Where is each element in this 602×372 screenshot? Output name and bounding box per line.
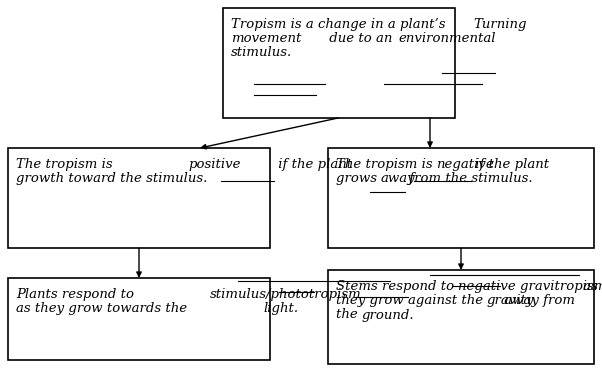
Bar xyxy=(8,278,270,360)
Text: gravity: gravity xyxy=(487,294,535,307)
Text: stimulus/phototropism: stimulus/phototropism xyxy=(210,288,362,301)
Bar xyxy=(223,8,455,118)
Text: they grow against the: they grow against the xyxy=(336,294,488,307)
Text: from the stimulus.: from the stimulus. xyxy=(405,172,533,185)
Bar xyxy=(8,148,270,248)
Text: if the plant: if the plant xyxy=(274,158,352,171)
Bar xyxy=(328,270,594,364)
Text: The tropism is: The tropism is xyxy=(336,158,437,171)
Text: movement: movement xyxy=(231,32,302,45)
Text: Plants respond to: Plants respond to xyxy=(16,288,138,301)
Text: stimulus.: stimulus. xyxy=(231,46,292,60)
Text: grows: grows xyxy=(336,172,381,185)
Text: environmental: environmental xyxy=(399,32,496,45)
Text: light.: light. xyxy=(263,302,298,315)
Text: growth toward the stimulus.: growth toward the stimulus. xyxy=(16,172,207,185)
Text: as they grow towards the: as they grow towards the xyxy=(16,302,191,315)
Text: away from: away from xyxy=(500,294,575,307)
Text: Tropism is a change in a plant’s: Tropism is a change in a plant’s xyxy=(231,18,450,31)
Text: The tropism is: The tropism is xyxy=(16,158,117,171)
Text: if the plant: if the plant xyxy=(471,158,550,171)
Text: positive: positive xyxy=(188,158,241,171)
Text: as: as xyxy=(579,280,597,293)
Text: Turning: Turning xyxy=(473,18,527,31)
Text: away: away xyxy=(381,172,415,185)
Text: ground.: ground. xyxy=(362,308,414,321)
Text: the: the xyxy=(336,308,362,321)
Text: negative gravitropism: negative gravitropism xyxy=(458,280,602,293)
Text: Stems respond to: Stems respond to xyxy=(336,280,458,293)
Text: negative: negative xyxy=(436,158,494,171)
Text: due to an: due to an xyxy=(324,32,396,45)
Bar xyxy=(328,148,594,248)
